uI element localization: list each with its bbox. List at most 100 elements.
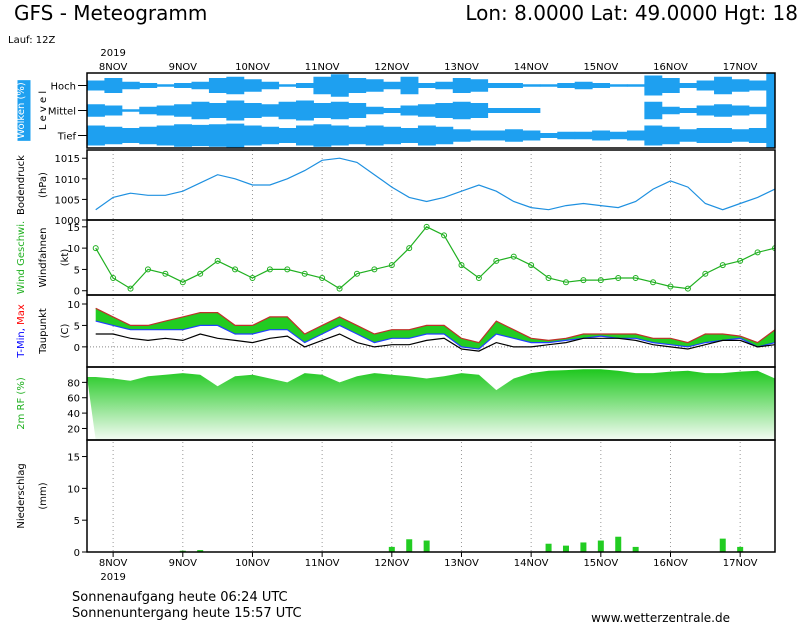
cloud-cell	[296, 100, 314, 121]
cloud-cell	[313, 103, 332, 118]
cloud-cell	[417, 125, 436, 146]
year-top: 2019	[100, 48, 125, 59]
marker	[475, 274, 482, 281]
cloud-cell	[661, 106, 680, 115]
precip-bar	[197, 550, 204, 552]
y-tick-label: 5	[74, 321, 80, 332]
date-top: 10NOV	[235, 62, 270, 73]
precip-bar	[737, 546, 744, 552]
year-bottom: 2019	[100, 572, 125, 583]
layer-label: Hoch	[51, 82, 76, 93]
cloud-cell	[330, 125, 349, 146]
cloud-cell	[243, 79, 262, 92]
marker	[632, 274, 639, 281]
panel-label-part: T-Min,	[16, 328, 27, 359]
cloud-cell	[539, 84, 558, 87]
cloud-cell	[557, 83, 576, 88]
cloud-cell	[696, 80, 715, 91]
cloud-cell	[156, 84, 175, 87]
cloud-cell	[557, 131, 576, 140]
cloud-cell	[644, 101, 663, 120]
cloud-cell	[435, 103, 454, 118]
series-line	[95, 307, 775, 344]
marker	[528, 262, 535, 269]
sunrise: Sonnenaufgang heute 06:24 UTC	[72, 590, 288, 605]
series-line	[95, 333, 775, 352]
marker	[127, 285, 134, 292]
marker	[458, 262, 465, 269]
marker	[493, 257, 500, 264]
cloud-cell	[278, 128, 297, 143]
site: www.wetterzentrale.de	[591, 611, 730, 625]
panel-label: Wolken (%)	[16, 82, 27, 139]
cloud-cell	[296, 83, 314, 88]
marker	[562, 279, 569, 286]
panel-frame	[86, 439, 776, 553]
cloud-cell	[121, 81, 140, 90]
layer-label: Mittel	[48, 107, 76, 118]
marker	[441, 232, 448, 239]
cloud-cell	[348, 103, 367, 118]
panel-label-part: (mm)	[38, 482, 49, 509]
y-tick-label: 10	[67, 244, 80, 255]
cloud-cell	[383, 108, 402, 113]
marker	[110, 274, 117, 281]
cloud-cell	[226, 100, 245, 121]
cloud-cell	[139, 106, 158, 115]
precip-bar	[562, 545, 569, 552]
date-bottom: 8NOV	[99, 558, 128, 569]
marker	[423, 223, 430, 230]
cloud-cell	[243, 103, 262, 118]
cloud-cell	[748, 128, 767, 143]
series-line	[95, 157, 775, 211]
panel-label: Niederschlag	[16, 463, 27, 528]
cloud-cell	[121, 109, 140, 112]
cloud-cell	[522, 108, 541, 113]
y-tick-label: 80	[67, 378, 80, 389]
date-bottom: 15NOV	[583, 558, 618, 569]
precip-bar	[615, 536, 622, 552]
cloud-cell	[278, 84, 297, 87]
cloud-cell	[313, 76, 332, 95]
marker	[684, 285, 691, 292]
cloud-cell	[609, 84, 628, 87]
cloud-cell	[452, 78, 471, 93]
cloud-cell	[417, 83, 436, 88]
marker	[545, 274, 552, 281]
cloud-cell	[714, 128, 732, 143]
cloud-cell	[574, 131, 593, 140]
cloud-cell	[731, 129, 750, 142]
cloud-cell	[487, 83, 506, 88]
y-tick-label: 10	[67, 300, 80, 311]
marker	[266, 266, 273, 273]
cloud-cell	[348, 78, 367, 93]
cloud-cell	[348, 126, 367, 145]
cloud-cell	[470, 103, 489, 118]
layer-label: Tief	[57, 132, 77, 143]
overlay: 8NOV 8NOV 9NOV 9NOV 10NOV 10NOV 11NOV 11NOV 12NO…	[16, 48, 776, 583]
series-line	[95, 226, 775, 290]
location: Lon: 8.0000 Lat: 49.0000 Hgt: 18	[465, 1, 798, 25]
y-tick-label: 20	[67, 424, 80, 435]
cloud-cell	[261, 126, 280, 145]
y-tick-label: 1015	[55, 154, 80, 165]
panel-label-part: 2m RF (%)	[16, 377, 27, 430]
cloud-cell	[313, 124, 332, 147]
panel-label-part: (C)	[60, 324, 71, 339]
y-tick-label: 1010	[55, 175, 80, 186]
cloud-cell	[104, 105, 123, 116]
cloud-cell	[696, 105, 715, 116]
cloud-cell	[208, 78, 227, 93]
marker	[650, 279, 657, 286]
y-tick-label: 1000	[55, 216, 80, 227]
cloud-cell	[644, 125, 663, 146]
marker	[510, 253, 517, 260]
cloud-cell	[87, 104, 105, 117]
panel-label: Wind Geschwi.	[16, 221, 27, 294]
cloud-cell	[365, 79, 384, 92]
precip-bar	[632, 546, 639, 552]
panel-label-part: (hPa)	[38, 172, 49, 198]
marker	[371, 266, 378, 273]
precip-bar	[388, 546, 395, 552]
